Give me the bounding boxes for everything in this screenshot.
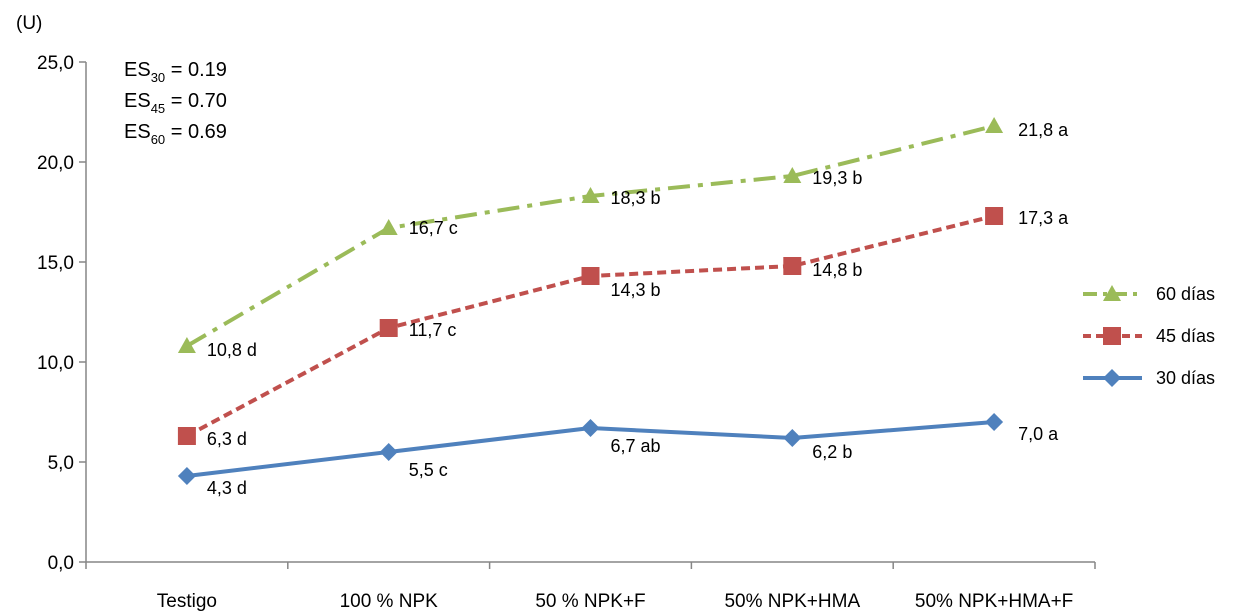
data-label: 16,7 c [409, 218, 458, 238]
legend-item: 60 días [1083, 284, 1215, 304]
y-tick-label: 15,0 [37, 253, 74, 274]
y-tick-label: 10,0 [37, 353, 74, 374]
legend-item: 45 días [1083, 326, 1215, 346]
data-point-marker [581, 267, 600, 285]
y-tick-label: 20,0 [37, 153, 74, 174]
data-label: 4,3 d [207, 478, 247, 498]
data-point-marker [177, 467, 196, 485]
series-group [177, 117, 1004, 353]
data-label: 6,3 d [207, 429, 247, 449]
data-point-marker [783, 429, 802, 447]
legend-label: 45 días [1156, 326, 1215, 346]
series-line [185, 124, 995, 348]
data-point-marker [783, 167, 802, 183]
data-point-marker [581, 187, 600, 203]
data-point-marker [379, 319, 398, 337]
data-labels: 10,8 d 16,7 c 18,3 b 19,3 b 21,8 a 6,3 d 11,7 … [207, 120, 1069, 498]
legend: 60 días 45 días 30 días [1083, 284, 1215, 388]
data-point-marker [177, 337, 196, 353]
y-axis-unit-label: (U) [16, 13, 42, 34]
legend-marker [1103, 369, 1121, 387]
data-label: 10,8 d [207, 340, 257, 360]
legend-label: 30 días [1156, 368, 1215, 388]
data-point-marker [379, 443, 398, 461]
legend-marker [1103, 285, 1121, 301]
axes: 0,0 5,0 10,0 15,0 20,0 25,0 Testigo 100 % NPK 50… [37, 53, 1096, 612]
data-label: 7,0 a [1018, 424, 1059, 444]
x-category-label: 50 % NPK+F [535, 591, 645, 612]
data-label: 5,5 c [409, 460, 448, 480]
y-tick-label: 0,0 [48, 553, 74, 574]
standard-error-annotation: ES60 = 0.69 [124, 121, 227, 147]
standard-error-annotation: ES45 = 0.70 [124, 90, 227, 116]
legend-label: 60 días [1156, 284, 1215, 304]
legend-item: 30 días [1083, 368, 1215, 388]
x-category-label: 100 % NPK [340, 591, 439, 612]
series-group [177, 413, 1004, 485]
data-point-marker [581, 419, 600, 437]
data-label: 18,3 b [611, 188, 661, 208]
data-point-marker [379, 219, 398, 235]
x-category-label: 50% NPK+HMA [724, 591, 860, 612]
data-point-marker [985, 413, 1004, 431]
data-label: 21,8 a [1018, 120, 1069, 140]
x-category-label: 50% NPK+HMA+F [915, 591, 1073, 612]
data-label: 11,7 c [409, 320, 457, 340]
data-label: 17,3 a [1018, 208, 1069, 228]
data-point-marker [177, 427, 196, 445]
data-point-marker [985, 207, 1004, 225]
data-label: 14,8 b [812, 260, 862, 280]
data-label: 19,3 b [812, 168, 862, 188]
y-tick-label: 25,0 [37, 53, 74, 74]
x-category-label: Testigo [157, 591, 217, 612]
series-lines [177, 117, 1004, 485]
data-label: 6,7 ab [611, 436, 661, 456]
y-tick-label: 5,0 [48, 453, 74, 474]
data-label: 6,2 b [812, 442, 852, 462]
standard-error-annotation: ES30 = 0.19 [124, 59, 227, 85]
series-group [177, 207, 1004, 445]
legend-marker [1103, 327, 1121, 345]
data-point-marker [783, 257, 802, 275]
standard-error-annotations: ES30 = 0.19 ES45 = 0.70 ES60 = 0.69 [124, 59, 227, 147]
data-label: 14,3 b [611, 280, 661, 300]
data-point-marker [985, 117, 1004, 133]
series-line [185, 214, 995, 438]
